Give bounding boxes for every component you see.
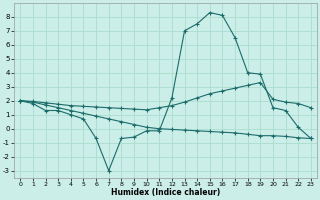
X-axis label: Humidex (Indice chaleur): Humidex (Indice chaleur) <box>111 188 220 197</box>
